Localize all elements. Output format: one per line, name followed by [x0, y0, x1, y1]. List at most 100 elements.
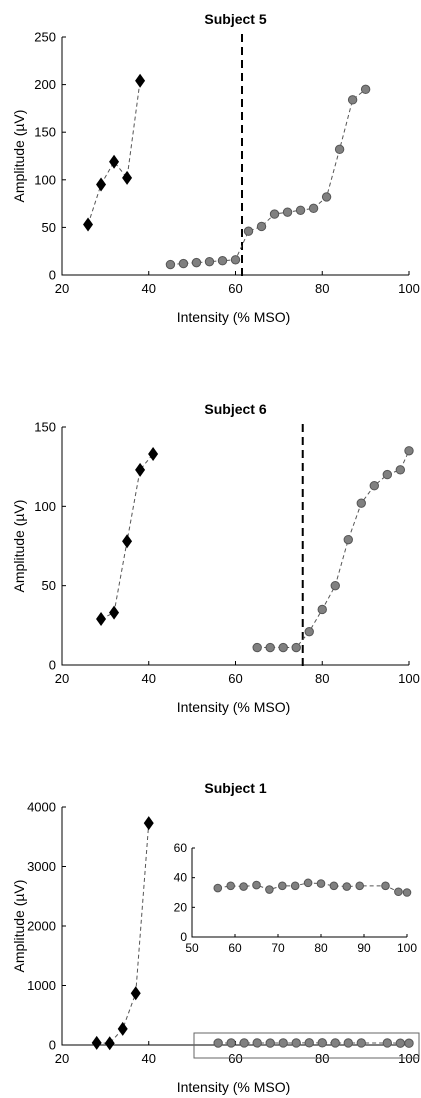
- inset-data-point: [213, 883, 223, 893]
- data-point-diamond: [96, 177, 107, 192]
- data-point-diamond: [104, 1036, 115, 1051]
- data-point-circle: [308, 203, 319, 214]
- y-axis-label: Amplitude (µV): [11, 110, 27, 203]
- x-tick-label: 100: [398, 281, 420, 296]
- inset-x-tick-label: 100: [397, 941, 417, 955]
- chart-title: Subject 6: [204, 401, 266, 417]
- chart-title: Subject 5: [204, 11, 266, 27]
- data-point-circle: [217, 256, 228, 266]
- data-point-diamond: [135, 462, 146, 477]
- data-point-circle: [291, 642, 301, 653]
- x-tick-label: 80: [315, 281, 329, 296]
- inset-x-tick-label: 60: [228, 941, 242, 955]
- inset-data-point: [355, 881, 365, 891]
- series-line-2: [257, 450, 410, 649]
- y-tick-label: 4000: [27, 800, 56, 815]
- data-point-circle: [243, 226, 254, 236]
- data-point-circle: [239, 1038, 249, 1048]
- data-point-circle: [395, 1038, 406, 1048]
- inset-axes: [191, 848, 407, 938]
- data-point-circle: [330, 580, 340, 591]
- x-tick-label: 40: [142, 671, 156, 686]
- data-point-circle: [321, 192, 332, 202]
- y-tick-label: 0: [49, 268, 56, 283]
- data-point-diamond: [122, 170, 133, 185]
- x-tick-label: 20: [55, 281, 69, 296]
- data-point-circle: [265, 642, 275, 653]
- x-axis-label: Intensity (% MSO): [177, 309, 291, 325]
- data-point-circle: [213, 1038, 223, 1048]
- data-point-circle: [282, 207, 293, 217]
- data-point-circle: [369, 481, 379, 491]
- x-tick-label: 80: [315, 671, 329, 686]
- inset-data-point: [329, 881, 339, 891]
- y-axis-label: Amplitude (µV): [11, 880, 27, 973]
- data-point-circle: [278, 642, 288, 653]
- data-point-circle: [295, 205, 306, 215]
- axes: [61, 807, 409, 1046]
- data-point-circle: [278, 1038, 288, 1048]
- data-point-circle: [191, 257, 202, 268]
- y-tick-label: 200: [34, 77, 56, 92]
- x-tick-label: 60: [228, 281, 242, 296]
- inset-y-tick-label: 20: [174, 900, 188, 914]
- x-axis-label: Intensity (% MSO): [177, 1079, 291, 1095]
- data-point-circle: [317, 1038, 327, 1048]
- y-tick-label: 50: [42, 220, 56, 235]
- data-point-circle: [165, 259, 176, 270]
- data-point-circle: [252, 642, 262, 653]
- data-point-diamond: [96, 611, 107, 626]
- data-point-circle: [356, 1038, 366, 1048]
- series-line-1: [96, 823, 150, 1044]
- inset-data-point: [402, 888, 412, 897]
- y-tick-label: 0: [49, 658, 56, 673]
- x-tick-label: 20: [55, 1051, 69, 1066]
- data-point-circle: [395, 465, 406, 475]
- inset-data-point: [278, 881, 287, 891]
- data-point-diamond: [109, 154, 120, 169]
- data-point-circle: [252, 1038, 262, 1048]
- data-point-diamond: [91, 1035, 102, 1050]
- data-point-diamond: [130, 986, 141, 1001]
- data-point-circle: [404, 446, 414, 456]
- chart-2: Subject 6 0 50 100 150 20 40 60 80 100 Intensity (…: [11, 401, 420, 715]
- inset-data-point: [303, 878, 313, 888]
- axes: [61, 427, 409, 666]
- data-point-circle: [265, 1038, 275, 1048]
- chart-3: Subject 1 0 1000 2000 3000 4000 20 40 60 80 100 Int…: [11, 780, 420, 1095]
- x-tick-label: 60: [228, 671, 242, 686]
- data-point-circle: [404, 1038, 414, 1048]
- inset-data-point: [239, 882, 248, 891]
- data-point-circle: [269, 209, 280, 219]
- data-point-diamond: [117, 1021, 128, 1036]
- y-tick-label: 2000: [27, 919, 56, 934]
- inset-x-tick-label: 90: [357, 941, 371, 955]
- data-point-diamond: [143, 816, 154, 831]
- data-point-circle: [330, 1038, 340, 1048]
- inset-x-tick-label: 70: [271, 941, 285, 955]
- data-point-circle: [304, 1038, 314, 1048]
- data-point-circle: [343, 1038, 353, 1048]
- data-point-circle: [230, 255, 241, 265]
- data-point-circle: [304, 626, 314, 637]
- data-point-circle: [204, 256, 215, 267]
- inset-data-point: [394, 887, 403, 897]
- inset-data-point: [342, 882, 352, 891]
- chart-1: Subject 5 0 50 100 150 200 250 20 40 60 80 100 Inten…: [11, 11, 420, 325]
- inset-data-point: [381, 881, 390, 891]
- data-point-diamond: [148, 446, 159, 461]
- data-point-diamond: [122, 534, 133, 549]
- series-line-1: [87, 80, 141, 225]
- data-point-circle: [347, 95, 358, 105]
- y-tick-label: 150: [34, 125, 56, 140]
- x-axis-label: Intensity (% MSO): [177, 699, 291, 715]
- inset-data-point: [252, 880, 261, 890]
- data-point-circle: [382, 469, 393, 480]
- data-point-circle: [382, 1038, 393, 1048]
- inset-data-point: [265, 885, 274, 894]
- x-tick-label: 40: [142, 281, 156, 296]
- inset-y-tick-label: 60: [174, 841, 188, 855]
- data-point-diamond: [83, 217, 94, 232]
- data-point-circle: [226, 1038, 236, 1048]
- data-point-diamond: [135, 73, 146, 88]
